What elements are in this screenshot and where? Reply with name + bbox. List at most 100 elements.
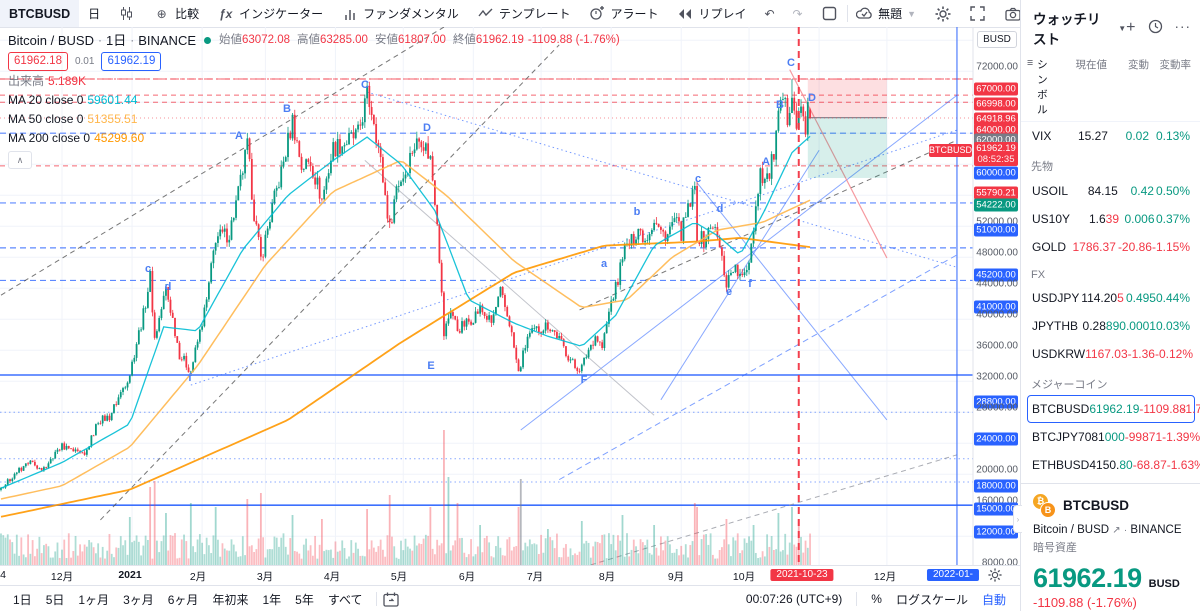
wave-label[interactable]: d [165,281,172,293]
fundamentals-button[interactable]: ファンダメンタル [332,0,468,27]
range-button-1ヶ月[interactable]: 1ヶ月 [78,592,110,607]
volume-legend-row[interactable]: 出来高 5.189K [8,72,620,91]
detail-pair-title[interactable]: Bitcoin / BUSD [1033,524,1110,536]
watchlist-title[interactable]: ウォッチリスト [1033,12,1101,47]
watchlist-row-USDJPY[interactable]: USDJPY 114.205 0.495 0.44% [1032,291,1190,305]
range-button-3ヶ月[interactable]: 3ヶ月 [123,592,154,607]
bid-price-box[interactable]: 61962.18 [8,52,68,71]
price-chart-canvas[interactable]: c d f A B C D E Fa b c d e f A B C D [0,27,1020,565]
watchlist-row-BTCJPY[interactable]: BTCJPY 7081000 -99871 -1.39% [1032,430,1200,444]
add-symbol-plus-icon[interactable]: + [1126,19,1136,36]
trend-line[interactable] [696,182,888,421]
ask-price-box[interactable]: 61962.19 [101,52,162,71]
range-button-1年[interactable]: 1年 [262,592,282,607]
range-button-1日[interactable]: 1日 [13,592,32,607]
log-scale-button[interactable]: ログスケール [895,592,968,607]
snapshot-button[interactable] [995,0,1030,27]
sidebar-collapse-handle[interactable]: › [1013,505,1022,533]
wave-label[interactable]: F [581,374,588,386]
list-icon[interactable]: ≡ [1027,57,1034,69]
indicators-button[interactable]: ƒx インジケーター [218,6,324,22]
redo-button[interactable]: ↷ [792,6,803,21]
detail-symbol-row[interactable]: ₿ B BTCBUSD [1033,494,1189,518]
axis-settings-gear-icon[interactable] [988,568,1002,585]
volume-bar [153,481,156,565]
wave-label[interactable]: A [235,130,243,142]
column-symbol[interactable]: シンボル [1037,59,1048,116]
templates-button[interactable]: テンプレート [468,0,580,27]
auto-scale-button[interactable]: 自動 [981,592,1006,607]
undo-button[interactable]: ↶ [764,6,775,21]
legend-collapse-button[interactable]: ∧ [8,151,32,169]
alert-button[interactable]: アラート [579,0,667,27]
trend-line[interactable] [364,159,655,416]
wave-label[interactable]: C [361,79,369,91]
wave-label[interactable]: f [188,372,192,384]
wave-label[interactable]: E [427,360,434,372]
ma-legend-row[interactable]: MA 50 close 0 51355.51 [8,112,138,126]
percent-scale-button[interactable]: % [871,592,882,606]
fullscreen-button[interactable] [960,0,995,27]
watchlist-row-VIX[interactable]: VIX 15.27 0.02 0.13% [1032,129,1191,143]
wave-label[interactable]: b [634,206,641,218]
wave-label[interactable]: A [762,156,770,168]
wave-label[interactable]: D [423,122,431,134]
layout-select-button[interactable] [812,0,847,27]
position-stop-zone[interactable] [807,78,887,118]
legend-title-row[interactable]: Bitcoin / BUSD · 1日 · BINANCE 始値63072.08… [8,33,620,48]
wave-label[interactable]: c [695,173,701,185]
column-change-pct[interactable]: 変動率 [1159,59,1192,71]
watchlist-row-USDKRW[interactable]: USDKRW 1167.03 -1.36 -0.12% [1032,347,1194,361]
settings-button[interactable] [925,0,960,27]
external-link-icon[interactable]: ↗ [1112,525,1121,536]
range-button-年初来[interactable]: 年初来 [212,592,249,607]
wave-label[interactable]: a [601,258,608,270]
range-button-すべて[interactable]: すべて [327,592,363,607]
go-to-date-icon[interactable] [383,591,400,608]
wave-label[interactable]: d [717,203,724,215]
range-button-5日[interactable]: 5日 [45,592,65,607]
compare-button[interactable]: ⊕ 比較 [144,0,208,27]
trend-line[interactable] [579,139,958,311]
trend-line[interactable] [100,44,560,521]
range-button-6ヶ月[interactable]: 6ヶ月 [167,592,199,607]
trend-line[interactable] [789,69,888,259]
currency-scale-button[interactable]: BUSD [977,31,1017,48]
ma-legend-row[interactable]: MA 200 close 0 45299.60 [8,131,145,145]
wave-label[interactable]: B [283,103,291,115]
wave-label[interactable]: e [726,286,732,298]
watchlist-row-JPYTHB[interactable]: JPYTHB 0.2889 0.0001 0.03% [1032,319,1190,333]
wave-label[interactable]: D [808,92,816,104]
wave-label[interactable]: B [776,99,784,111]
time-axis[interactable]: 4 12月 2021 2月 3月 4月 5月 6月 7月 8月 9月 10月 12月 2021-10-23… [0,565,1020,586]
watchlist-row-USOIL[interactable]: USOIL 84.15 0.42 0.50% [1032,184,1190,198]
chart-style-button[interactable] [109,0,144,27]
watchlist-section-header[interactable]: 先物 [1031,161,1053,173]
trend-line[interactable] [590,454,958,565]
trend-line[interactable] [520,94,958,431]
wave-label[interactable]: f [748,278,752,290]
chevron-down-icon[interactable]: ▼ [1118,23,1127,33]
symbol-button[interactable]: BTCBUSD [0,0,80,27]
cloud-layout-button[interactable]: 無題 ▼ [847,0,925,27]
replay-button[interactable]: リプレイ [667,0,755,27]
range-button-5年[interactable]: 5年 [295,592,314,607]
trend-line[interactable] [558,254,958,481]
clock-display[interactable]: 00:07:26 (UTC+9) [745,592,843,606]
wave-label[interactable]: c [145,263,151,275]
column-last[interactable]: 現在値 [1075,59,1108,71]
watchlist-row-US10Y[interactable]: US10Y 1.639 0.006 0.37% [1032,212,1190,226]
watchlist-section-header[interactable]: メジャーコイン [1031,379,1108,391]
interval-button[interactable]: 日 [88,7,101,21]
wave-label[interactable]: C [787,57,795,69]
ma-legend-row[interactable]: MA 20 close 0 59601.44 [8,93,138,107]
column-change[interactable]: 変動 [1128,59,1149,71]
watchlist-section-header[interactable]: FX [1031,269,1046,281]
watchlist-row-GOLD[interactable]: GOLD 1786.37 -20.86 -1.15% [1032,240,1190,254]
session-clock-icon[interactable] [1148,19,1163,37]
position-profit-zone[interactable] [807,117,887,178]
more-options-icon[interactable]: ··· [1174,19,1191,34]
